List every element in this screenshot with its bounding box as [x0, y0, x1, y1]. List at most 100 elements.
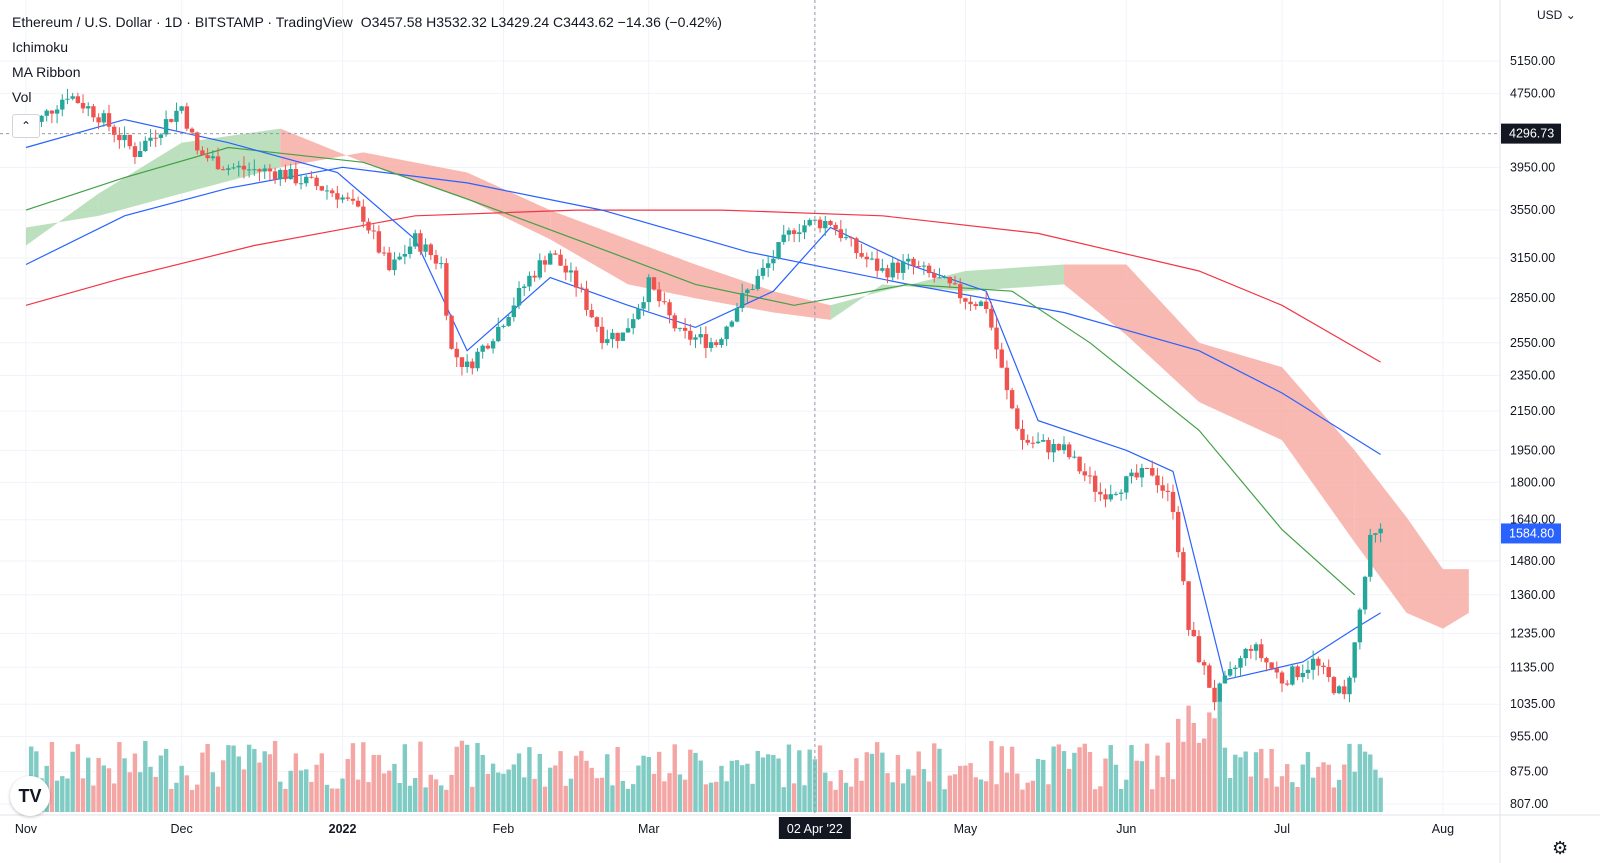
volume-bar — [656, 751, 662, 812]
volume-bar — [1092, 789, 1098, 812]
ichimoku-cloud-segment — [363, 152, 468, 200]
candle-body — [459, 357, 465, 368]
candle-body — [900, 261, 906, 273]
volume-bar — [1284, 764, 1290, 812]
volume-bar — [589, 767, 594, 812]
volume-bar — [1082, 743, 1087, 812]
volume-bar — [745, 763, 750, 812]
candle-body — [1098, 491, 1103, 495]
volume-bar — [184, 775, 190, 812]
volume-bar — [1025, 782, 1030, 812]
candle-body — [345, 197, 350, 199]
volume-bar — [885, 773, 890, 812]
candle-body — [361, 206, 366, 222]
volume-bar — [340, 778, 345, 812]
candle-body — [926, 265, 932, 274]
volume-bar — [771, 755, 776, 812]
candle-body — [885, 268, 890, 278]
candle-body — [148, 137, 153, 141]
price-axis-label: 3550.00 — [1510, 203, 1555, 217]
volume-bar — [1233, 754, 1238, 812]
ohlc-values: O3457.58 H3532.32 L3429.24 C3443.62 −14.… — [360, 14, 722, 30]
volume-bar — [620, 780, 626, 812]
volume-bar — [968, 763, 973, 812]
currency-label: USD — [1537, 8, 1563, 22]
candle-body — [740, 293, 745, 309]
indicator-ichimoku[interactable]: Ichimoku — [12, 39, 69, 55]
candle-body — [786, 230, 792, 235]
candle-body — [127, 134, 132, 147]
volume-bar — [828, 781, 833, 812]
volume-bar — [106, 768, 112, 812]
volume-bar — [423, 787, 428, 812]
volume-bar — [309, 781, 314, 812]
volume-bar — [1295, 787, 1300, 812]
gear-icon[interactable]: ⚙ — [1552, 838, 1569, 858]
candle-body — [1253, 644, 1259, 651]
volume-bar — [195, 784, 200, 812]
volume-bar — [1061, 751, 1067, 812]
volume-bar — [636, 765, 641, 812]
volume-bar — [916, 751, 921, 812]
candle-body — [693, 337, 698, 340]
volume-bar — [516, 753, 522, 812]
candle-body — [1274, 668, 1280, 673]
volume-bar — [1072, 752, 1077, 812]
candle-body — [537, 260, 542, 278]
chevron-up-icon: ⌃ — [20, 119, 32, 133]
candle-body — [615, 332, 620, 341]
volume-bar — [60, 776, 65, 812]
volume-bar — [791, 783, 797, 812]
candle-body — [823, 220, 828, 229]
volume-bar — [688, 749, 693, 812]
volume-bar — [304, 769, 309, 812]
volume-bar — [1030, 780, 1036, 812]
candle-body — [547, 253, 553, 265]
volume-bar — [101, 765, 107, 812]
volume-bar — [672, 744, 677, 812]
volume-bar — [1368, 754, 1373, 812]
tradingview-logo-icon[interactable]: TV — [10, 776, 50, 816]
volume-bar — [1056, 744, 1062, 812]
volume-bar — [345, 758, 350, 812]
candle-body — [516, 287, 522, 306]
volume-bar — [522, 777, 527, 812]
price-axis-label: 2850.00 — [1510, 291, 1555, 305]
candle-body — [319, 186, 324, 191]
currency-selector[interactable]: USD ⌄ — [1537, 8, 1576, 22]
candle-body — [1077, 456, 1082, 472]
chevron-down-icon: ⌄ — [1565, 8, 1576, 22]
candle-body — [1170, 491, 1176, 512]
volume-bar — [459, 740, 465, 812]
candle-body — [1009, 390, 1015, 409]
candle-body — [371, 230, 376, 232]
candle-body — [828, 220, 833, 225]
volume-bar — [438, 785, 444, 812]
volume-bar — [1357, 744, 1363, 812]
volume-bar — [361, 742, 366, 812]
indicator-ma-ribbon[interactable]: MA Ribbon — [12, 64, 81, 80]
candle-body — [1051, 444, 1056, 453]
volume-bar — [911, 775, 916, 812]
candle-body — [1056, 444, 1062, 451]
volume-bar — [890, 782, 895, 812]
volume-bar — [1015, 773, 1020, 812]
candle-body — [184, 106, 190, 129]
volume-bar — [54, 780, 60, 812]
volume-bar — [1362, 751, 1368, 812]
collapse-legend-button[interactable]: ⌃ — [12, 114, 40, 138]
candle-body — [179, 106, 184, 111]
volume-bar — [1310, 777, 1316, 812]
ichimoku-cloud-segment — [1064, 264, 1127, 335]
candle-body — [978, 301, 984, 307]
volume-bar — [257, 762, 262, 812]
indicator-volume[interactable]: Vol — [12, 89, 32, 105]
volume-bar — [1373, 769, 1378, 812]
symbol-row[interactable]: Ethereum / U.S. Dollar · 1D · BITSTAMP ·… — [12, 10, 722, 35]
volume-bar — [1238, 757, 1243, 812]
volume-bar — [127, 772, 132, 812]
candle-body — [1336, 686, 1342, 694]
volume-bar — [1253, 752, 1259, 812]
